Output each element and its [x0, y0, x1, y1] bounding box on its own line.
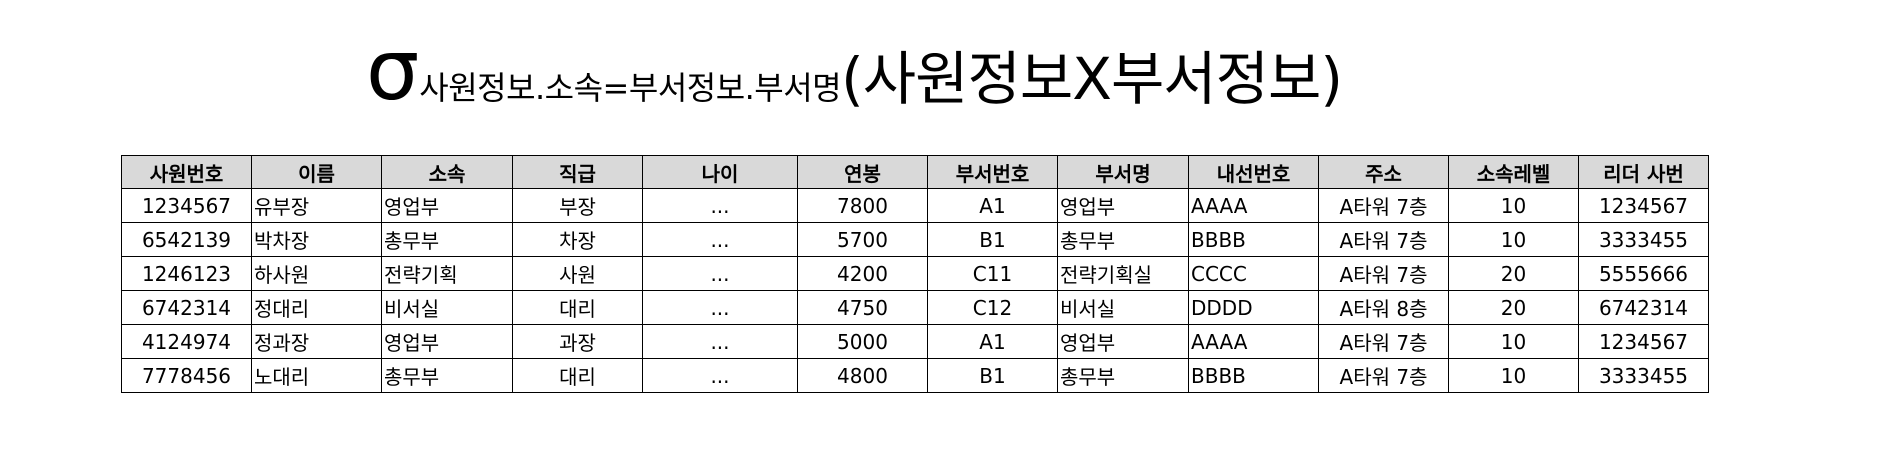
cell-dept-id: C11 — [927, 256, 1058, 291]
cell-name: 박차장 — [251, 222, 382, 257]
cell-affiliation: 총무부 — [381, 358, 513, 393]
cell-leader-id: 6742314 — [1578, 290, 1709, 325]
cell-salary: 4200 — [797, 256, 928, 291]
cell-name: 정과장 — [251, 324, 382, 359]
cell-address: A타워 7층 — [1318, 358, 1449, 393]
cell-affiliation: 총무부 — [381, 222, 513, 257]
cell-position: 차장 — [512, 222, 643, 257]
cell-extension: BBBB — [1188, 222, 1319, 257]
cell-leader-id: 1234567 — [1578, 188, 1709, 223]
column-header-level: 소속레벨 — [1448, 155, 1579, 189]
cell-position: 사원 — [512, 256, 643, 291]
cell-name: 정대리 — [251, 290, 382, 325]
table-row: 7778456 노대리 총무부 대리 ... 4800 B1 총무부 BBBB … — [121, 358, 1709, 393]
column-header-dept-name: 부서명 — [1057, 155, 1189, 189]
column-header-extension: 내선번호 — [1188, 155, 1319, 189]
cell-leader-id: 3333455 — [1578, 358, 1709, 393]
cell-employee-id: 1246123 — [121, 256, 252, 291]
cell-extension: AAAA — [1188, 188, 1319, 223]
cell-age: ... — [642, 222, 798, 257]
table-header-row: 사원번호 이름 소속 직급 나이 연봉 부서번호 부서명 내선번호 주소 소속레… — [121, 155, 1709, 189]
column-header-address: 주소 — [1318, 155, 1449, 189]
column-header-position: 직급 — [512, 155, 643, 189]
cell-age: ... — [642, 256, 798, 291]
cell-age: ... — [642, 290, 798, 325]
cell-name: 유부장 — [251, 188, 382, 223]
cell-employee-id: 6542139 — [121, 222, 252, 257]
cell-extension: BBBB — [1188, 358, 1319, 393]
column-header-employee-id: 사원번호 — [121, 155, 252, 189]
cell-age: ... — [642, 188, 798, 223]
column-header-affiliation: 소속 — [381, 155, 513, 189]
cell-dept-name: 영업부 — [1057, 324, 1189, 359]
result-table: 사원번호 이름 소속 직급 나이 연봉 부서번호 부서명 내선번호 주소 소속레… — [121, 155, 1709, 393]
cell-dept-id: B1 — [927, 222, 1058, 257]
cell-affiliation: 영업부 — [381, 188, 513, 223]
cell-position: 과장 — [512, 324, 643, 359]
table-row: 4124974 정과장 영업부 과장 ... 5000 A1 영업부 AAAA … — [121, 324, 1709, 359]
column-header-salary: 연봉 — [797, 155, 928, 189]
column-header-age: 나이 — [642, 155, 798, 189]
cell-employee-id: 7778456 — [121, 358, 252, 393]
selection-formula: σ사원정보.소속=부서정보.부서명(사원정보X부서정보) — [366, 28, 1343, 113]
selection-condition: 사원정보.소속=부서정보.부서명 — [419, 69, 842, 107]
cell-dept-name: 총무부 — [1057, 222, 1189, 257]
cell-employee-id: 4124974 — [121, 324, 252, 359]
cell-employee-id: 1234567 — [121, 188, 252, 223]
cell-leader-id: 1234567 — [1578, 324, 1709, 359]
cell-dept-id: A1 — [927, 188, 1058, 223]
table-row: 1234567 유부장 영업부 부장 ... 7800 A1 영업부 AAAA … — [121, 188, 1709, 223]
cell-extension: CCCC — [1188, 256, 1319, 291]
cell-address: A타워 7층 — [1318, 188, 1449, 223]
cell-salary: 5000 — [797, 324, 928, 359]
cell-level: 10 — [1448, 188, 1579, 223]
table-row: 1246123 하사원 전략기획 사원 ... 4200 C11 전략기획실 C… — [121, 256, 1709, 291]
cell-salary: 5700 — [797, 222, 928, 257]
cell-extension: AAAA — [1188, 324, 1319, 359]
table-row: 6542139 박차장 총무부 차장 ... 5700 B1 총무부 BBBB … — [121, 222, 1709, 257]
cell-name: 하사원 — [251, 256, 382, 291]
cell-affiliation: 영업부 — [381, 324, 513, 359]
cell-dept-id: A1 — [927, 324, 1058, 359]
cell-dept-name: 전략기획실 — [1057, 256, 1189, 291]
cartesian-product-operand: (사원정보X부서정보) — [841, 45, 1343, 113]
cell-dept-id: C12 — [927, 290, 1058, 325]
cell-salary: 4800 — [797, 358, 928, 393]
cell-age: ... — [642, 358, 798, 393]
cell-leader-id: 3333455 — [1578, 222, 1709, 257]
cell-affiliation: 비서실 — [381, 290, 513, 325]
cell-name: 노대리 — [251, 358, 382, 393]
table-row: 6742314 정대리 비서실 대리 ... 4750 C12 비서실 DDDD… — [121, 290, 1709, 325]
cell-address: A타워 7층 — [1318, 222, 1449, 257]
cell-position: 대리 — [512, 290, 643, 325]
cell-affiliation: 전략기획 — [381, 256, 513, 291]
column-header-leader-id: 리더 사번 — [1578, 155, 1709, 189]
column-header-name: 이름 — [251, 155, 382, 189]
cell-dept-name: 총무부 — [1057, 358, 1189, 393]
column-header-dept-id: 부서번호 — [927, 155, 1058, 189]
cell-position: 부장 — [512, 188, 643, 223]
cell-salary: 4750 — [797, 290, 928, 325]
cell-level: 10 — [1448, 222, 1579, 257]
cell-address: A타워 7층 — [1318, 324, 1449, 359]
cell-extension: DDDD — [1188, 290, 1319, 325]
cell-address: A타워 8층 — [1318, 290, 1449, 325]
cell-level: 10 — [1448, 358, 1579, 393]
cell-level: 10 — [1448, 324, 1579, 359]
cell-address: A타워 7층 — [1318, 256, 1449, 291]
cell-position: 대리 — [512, 358, 643, 393]
cell-level: 20 — [1448, 256, 1579, 291]
cell-dept-name: 영업부 — [1057, 188, 1189, 223]
cell-leader-id: 5555666 — [1578, 256, 1709, 291]
cell-dept-id: B1 — [927, 358, 1058, 393]
cell-employee-id: 6742314 — [121, 290, 252, 325]
cell-dept-name: 비서실 — [1057, 290, 1189, 325]
cell-level: 20 — [1448, 290, 1579, 325]
sigma-symbol: σ — [366, 21, 420, 119]
cell-age: ... — [642, 324, 798, 359]
cell-salary: 7800 — [797, 188, 928, 223]
